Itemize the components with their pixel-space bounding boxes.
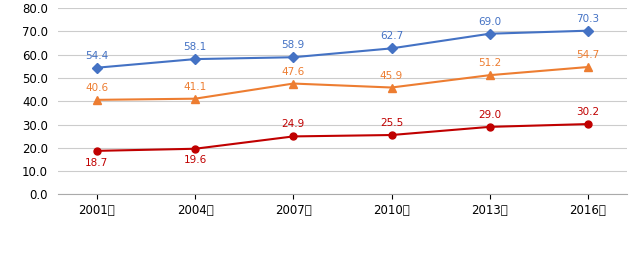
75歳以上同士: [486, 125, 493, 129]
60歳以上同士: [289, 56, 297, 59]
Line: 75歳以上同士: 75歳以上同士: [93, 121, 591, 154]
65歳以上同士: [93, 98, 100, 102]
Text: 24.9: 24.9: [282, 119, 305, 130]
60歳以上同士: [388, 47, 396, 50]
75歳以上同士: [289, 135, 297, 138]
Text: 54.4: 54.4: [85, 51, 109, 61]
75歳以上同士: [191, 147, 199, 150]
Text: 58.1: 58.1: [184, 42, 207, 52]
Line: 60歳以上同士: 60歳以上同士: [93, 27, 591, 71]
Text: 54.7: 54.7: [576, 50, 600, 60]
65歳以上同士: [584, 65, 592, 69]
Text: 62.7: 62.7: [380, 31, 403, 41]
Text: 40.6: 40.6: [85, 83, 108, 93]
Text: 29.0: 29.0: [478, 110, 501, 120]
Text: 47.6: 47.6: [282, 67, 305, 77]
Text: 19.6: 19.6: [184, 156, 207, 166]
Text: 70.3: 70.3: [577, 14, 600, 24]
75歳以上同士: [388, 133, 396, 137]
65歳以上同士: [289, 82, 297, 85]
65歳以上同士: [388, 86, 396, 89]
65歳以上同士: [191, 97, 199, 100]
Line: 65歳以上同士: 65歳以上同士: [93, 63, 592, 104]
75歳以上同士: [93, 149, 100, 153]
Text: 18.7: 18.7: [85, 157, 109, 167]
Text: 58.9: 58.9: [282, 40, 305, 50]
60歳以上同士: [584, 29, 592, 32]
60歳以上同士: [191, 58, 199, 61]
60歳以上同士: [486, 32, 493, 35]
Text: 41.1: 41.1: [184, 82, 207, 92]
Text: 69.0: 69.0: [478, 17, 501, 27]
75歳以上同士: [584, 123, 592, 126]
Text: 45.9: 45.9: [380, 70, 403, 80]
65歳以上同士: [486, 73, 493, 77]
Text: 51.2: 51.2: [478, 58, 501, 68]
60歳以上同士: [93, 66, 100, 69]
Text: 30.2: 30.2: [577, 107, 600, 117]
Text: 25.5: 25.5: [380, 118, 403, 128]
